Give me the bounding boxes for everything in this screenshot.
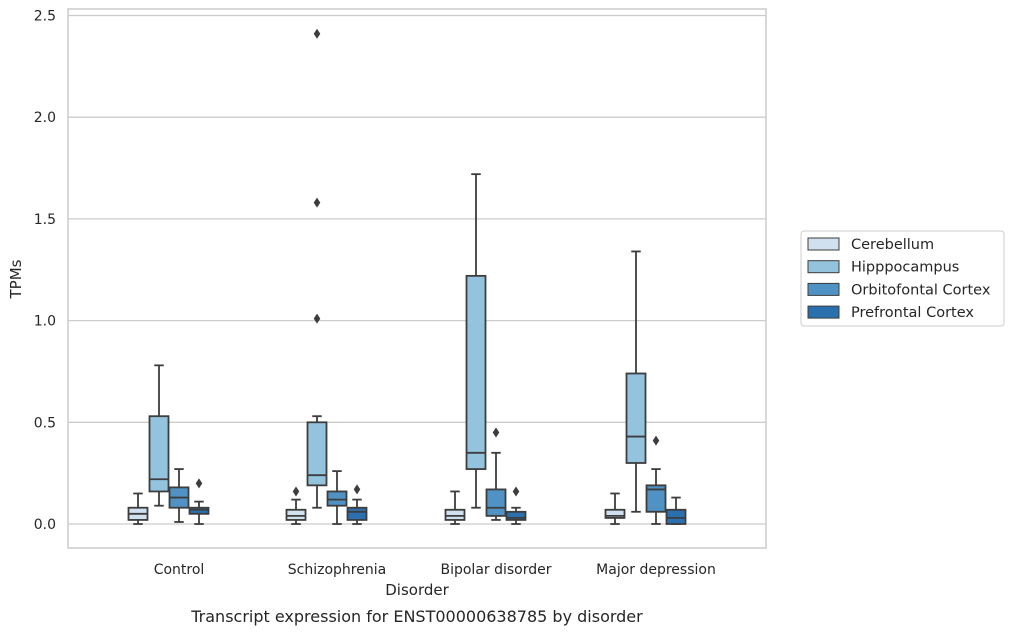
box-iqr bbox=[444, 508, 466, 521]
y-tick-label: 0.5 bbox=[34, 415, 56, 431]
gridlines bbox=[68, 14, 766, 525]
legend-label: Prefrontal Cortex bbox=[851, 305, 974, 321]
y-tick-label: 2.0 bbox=[34, 110, 56, 126]
outlier-point bbox=[313, 197, 321, 208]
box-iqr bbox=[505, 510, 527, 521]
box-iqr bbox=[485, 488, 507, 517]
box-orbitofontal-cortex bbox=[326, 470, 348, 525]
box-cerebellum bbox=[127, 492, 149, 525]
legend-swatch bbox=[807, 260, 840, 274]
box-iqr bbox=[645, 484, 667, 513]
outlier-point bbox=[353, 484, 361, 495]
x-tick-label: Control bbox=[154, 562, 205, 578]
box-prefrontal-cortex bbox=[505, 486, 527, 525]
box-prefrontal-cortex bbox=[665, 496, 687, 525]
outlier-point bbox=[313, 313, 321, 324]
legend-frame bbox=[800, 230, 1005, 327]
x-tick-label: Schizophrenia bbox=[288, 562, 386, 578]
legend-label: Hipppocampus bbox=[851, 260, 959, 276]
box-cerebellum bbox=[444, 490, 466, 525]
y-tick-label: 1.5 bbox=[34, 212, 56, 228]
box-iqr bbox=[625, 372, 647, 464]
y-tick-label: 0.0 bbox=[34, 517, 56, 533]
box-cerebellum bbox=[285, 486, 307, 525]
box-hipppocampus bbox=[465, 173, 487, 509]
box-iqr bbox=[665, 508, 687, 525]
x-axis-label: Disorder bbox=[385, 581, 449, 599]
box-orbitofontal-cortex bbox=[485, 427, 507, 521]
box-iqr bbox=[306, 421, 328, 487]
y-axis-label: TPMs bbox=[7, 259, 25, 299]
box-iqr bbox=[148, 415, 170, 493]
chart-caption: Transcript expression for ENST0000063878… bbox=[190, 607, 643, 626]
x-tick-label: Major depression bbox=[596, 562, 716, 578]
legend: Cerebellum Hipppocampus Orbitofontal Corte… bbox=[800, 230, 1005, 327]
x-tick-label: Bipolar disorder bbox=[440, 562, 551, 578]
box-cerebellum bbox=[604, 492, 626, 525]
box-hipppocampus bbox=[306, 28, 328, 509]
box-hipppocampus bbox=[148, 364, 170, 507]
outlier-point bbox=[313, 28, 321, 39]
x-tick-labels: Control Schizophrenia Bipolar disorder Majo… bbox=[154, 562, 716, 578]
plot-frame bbox=[67, 8, 767, 549]
outlier-point bbox=[492, 427, 500, 438]
legend-swatch bbox=[807, 237, 840, 251]
boxes bbox=[127, 28, 687, 525]
box-orbitofontal-cortex bbox=[645, 435, 667, 525]
box-iqr bbox=[188, 506, 210, 515]
legend-label: Orbitofontal Cortex bbox=[851, 282, 991, 298]
outlier-point bbox=[292, 486, 300, 497]
box-iqr bbox=[326, 490, 348, 507]
outlier-point bbox=[195, 478, 203, 489]
y-tick-label: 2.5 bbox=[34, 9, 56, 25]
y-tick-labels: 0.0 0.5 1.0 1.5 2.0 2.5 bbox=[34, 9, 56, 534]
box-prefrontal-cortex bbox=[188, 478, 210, 525]
box-hipppocampus bbox=[625, 250, 647, 513]
y-tick-label: 1.0 bbox=[34, 314, 56, 330]
box-iqr bbox=[346, 506, 368, 521]
box-iqr bbox=[604, 508, 626, 519]
legend-label: Cerebellum bbox=[851, 237, 934, 253]
outlier-point bbox=[512, 486, 520, 497]
legend-swatch bbox=[807, 305, 840, 319]
box-prefrontal-cortex bbox=[346, 484, 368, 525]
legend-swatch bbox=[807, 282, 840, 296]
box-iqr bbox=[465, 274, 487, 470]
box-iqr bbox=[285, 508, 307, 521]
outlier-point bbox=[652, 435, 660, 446]
box-orbitofontal-cortex bbox=[168, 468, 190, 523]
